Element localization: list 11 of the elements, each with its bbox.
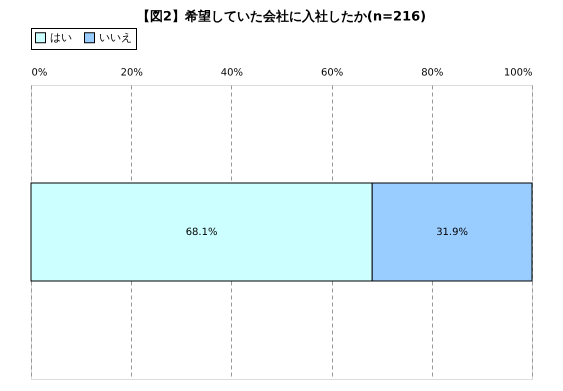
x-tick-label: 0% bbox=[32, 68, 48, 78]
legend-label: はい bbox=[50, 30, 72, 44]
x-tick-label: 80% bbox=[421, 68, 444, 78]
x-tick-label: 60% bbox=[320, 68, 344, 78]
data-label: 68.1% bbox=[186, 227, 218, 238]
x-tick-label: 40% bbox=[220, 68, 244, 78]
x-tick-label: 20% bbox=[120, 68, 143, 78]
chart-title: 【図2】希望していた会社に入社したか(n=216) bbox=[136, 8, 426, 24]
legend-label: いいえ bbox=[99, 30, 132, 44]
data-label: 31.9% bbox=[436, 227, 468, 238]
x-tick-label: 100% bbox=[504, 68, 532, 78]
